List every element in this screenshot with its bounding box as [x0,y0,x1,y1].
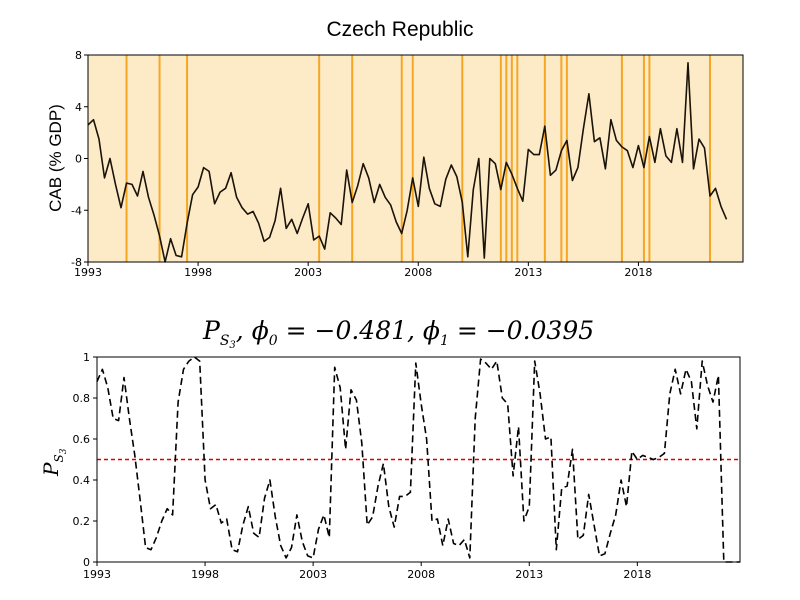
ylabel-part: S [52,454,66,462]
bottom-x-ticks: 1993 1998 2003 2008 2013 2018 [83,562,651,581]
top-y-axis-label: CAB (% GDP) [46,104,65,212]
y-tick-label: 0 [75,153,82,166]
x-tick-label: 2018 [624,266,652,279]
y-tick-label: 0.6 [73,433,91,446]
bottom-plot-frame [96,356,741,563]
top-plot-frame [87,54,744,263]
x-tick-label: 1998 [184,266,212,279]
top-regime-lines [125,55,711,262]
title-part: = −0.0395 [449,316,594,345]
title-part: 1 [440,333,449,349]
bottom-panel: PS3, ϕ0 = −0.481, ϕ1 = −0.0395 PS3 1993 1… [39,316,741,581]
top-cab-series-line [87,61,728,263]
top-chart-title: Czech Republic [326,18,473,41]
title-part: 3 [229,340,235,351]
x-tick-label: 2008 [407,568,435,581]
x-tick-label: 2003 [294,266,322,279]
title-part: S [220,333,230,349]
title-part: = −0.481, ϕ [278,316,440,345]
x-tick-label: 2008 [404,266,432,279]
top-y-ticks: 8 4 0 -4 -8 [71,49,88,269]
ylabel-part: P [39,462,63,477]
top-x-ticks: 1993 1998 2003 2008 2013 2018 [74,262,652,279]
x-tick-label: 1998 [191,568,219,581]
bottom-probability-series-line [96,356,740,563]
x-tick-label: 2018 [623,568,651,581]
bottom-y-ticks: 1 0.8 0.6 0.4 0.2 0 [73,351,97,569]
title-part: , ϕ [236,316,269,345]
top-plot-background [88,55,743,262]
y-tick-label: 0.8 [73,392,91,405]
ylabel-part: 3 [59,448,69,454]
y-tick-label: 8 [75,49,82,62]
x-tick-label: 2013 [514,266,542,279]
x-tick-label: 1993 [83,568,111,581]
y-tick-label: 1 [83,351,90,364]
top-panel: Czech Republic CAB (% GDP) 1993 1998 2003 2… [46,18,744,279]
y-tick-label: 0 [83,556,90,569]
title-part: P [202,316,221,345]
y-tick-label: -4 [71,204,82,217]
y-tick-label: 0.2 [73,515,91,528]
title-part: 0 [269,333,278,349]
bottom-y-axis-label: PS3 [39,448,69,477]
x-tick-label: 2003 [299,568,327,581]
y-tick-label: 0.4 [73,474,91,487]
y-tick-label: 4 [75,101,82,114]
y-tick-label: -8 [71,256,82,269]
x-tick-label: 1993 [74,266,102,279]
x-tick-label: 2013 [515,568,543,581]
bottom-chart-title: PS3, ϕ0 = −0.481, ϕ1 = −0.0395 [202,316,594,351]
